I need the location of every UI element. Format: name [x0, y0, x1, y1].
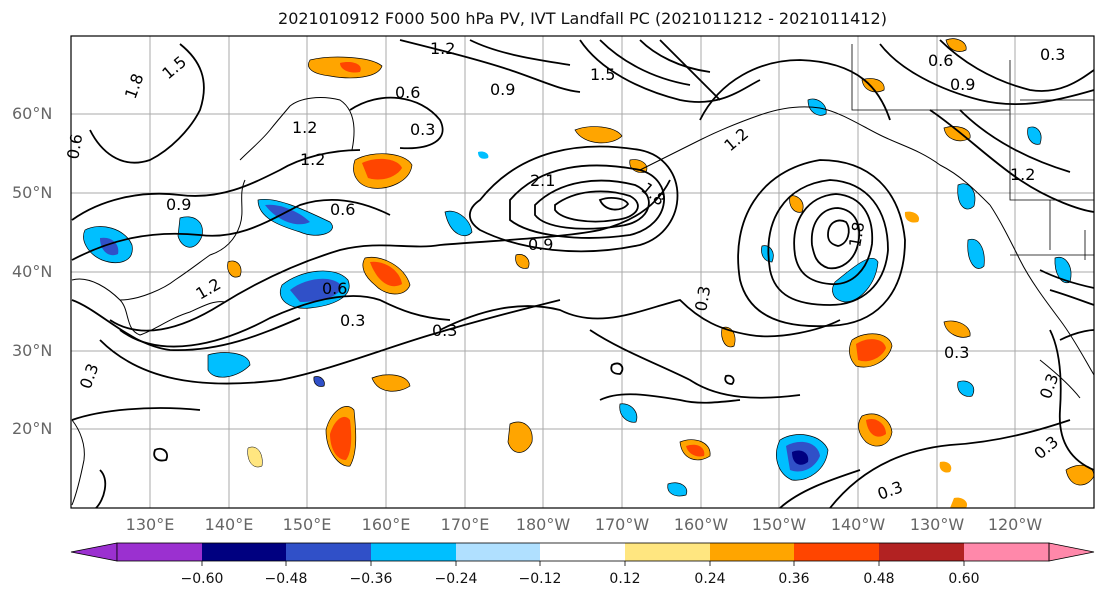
contour-label: 0.9 — [528, 235, 553, 254]
lon-label: 150°E — [282, 515, 332, 534]
colorbar — [70, 542, 1095, 566]
positive-anomalies — [227, 38, 1095, 508]
lat-label: 30°N — [12, 341, 53, 360]
colorbar-tick-label: 0.24 — [694, 571, 726, 587]
contour-label: 1.8 — [845, 220, 868, 248]
coastlines — [71, 97, 1095, 506]
colorbar-swatch — [964, 543, 1049, 561]
colorbar-extend-high — [1048, 542, 1095, 562]
lon-label: 180°W — [515, 515, 571, 534]
colorbar-outline — [116, 542, 1050, 562]
lon-label: 140°E — [204, 515, 254, 534]
contour-label: 1.5 — [590, 65, 615, 84]
contour-label: 1.2 — [430, 39, 455, 58]
lon-label: 140°W — [830, 515, 886, 534]
colorbar-tick-label: −0.12 — [518, 571, 562, 587]
colorbar-tick-label: −0.36 — [349, 571, 393, 587]
colorbar-swatch — [879, 543, 964, 561]
borders — [851, 44, 1094, 260]
pv-contours — [71, 39, 1095, 509]
map-frame — [70, 35, 1095, 509]
lat-label: 40°N — [12, 262, 53, 281]
colorbar-swatch — [794, 543, 879, 561]
colorbar-tick-label: −0.24 — [434, 571, 478, 587]
lon-label: 130°E — [125, 515, 175, 534]
contour-label: 0.9 — [490, 80, 515, 99]
lat-label: 50°N — [12, 183, 53, 202]
contour-label: 0.3 — [944, 343, 969, 362]
colorbar-swatch — [202, 543, 286, 561]
colorbar-extend-low — [70, 542, 118, 562]
lat-label: 20°N — [12, 419, 53, 438]
colorbar-swatch — [286, 543, 371, 561]
contour-label: 0.3 — [410, 120, 435, 139]
contour-label: 1.2 — [300, 150, 325, 169]
colorbar-swatch — [710, 543, 794, 561]
contour-label: 0.6 — [322, 279, 347, 298]
contour-label: 0.6 — [63, 132, 86, 160]
colorbar-tick-label: 0.12 — [609, 571, 641, 587]
contour-label: 0.9 — [166, 195, 191, 214]
contour-label: 0.6 — [330, 200, 355, 219]
colorbar-tick-label: 0.48 — [863, 571, 895, 587]
lon-label: 170°W — [594, 515, 650, 534]
contour-label: 0.3 — [1040, 45, 1065, 64]
contour-label: 1.2 — [292, 118, 317, 137]
colorbar-tick-label: 0.36 — [778, 571, 810, 587]
lon-label: 120°W — [987, 515, 1043, 534]
lon-label: 160°W — [673, 515, 729, 534]
lon-label: 160°E — [361, 515, 411, 534]
contour-label: 0.9 — [950, 75, 975, 94]
lon-label: 150°W — [751, 515, 807, 534]
contour-label: 0.6 — [928, 51, 953, 70]
colorbar-swatch — [540, 543, 625, 561]
colorbar-tick-label: 0.60 — [948, 571, 980, 587]
map-title: 2021010912 F000 500 hPa PV, IVT Landfall… — [278, 9, 887, 28]
contour-label: 1.2 — [1010, 165, 1035, 184]
contour-label: 0.3 — [340, 311, 365, 330]
colorbar-swatch — [456, 543, 540, 561]
lat-label: 60°N — [12, 104, 53, 123]
contour-label: 2.1 — [530, 171, 555, 190]
colorbar-swatch — [625, 543, 710, 561]
lon-label: 130°W — [909, 515, 965, 534]
contour-label: 0.3 — [432, 321, 457, 340]
colorbar-swatch — [117, 543, 202, 561]
lon-label: 170°E — [440, 515, 490, 534]
colorbar-tick-label: −0.48 — [264, 571, 308, 587]
colorbar-swatch — [371, 543, 456, 561]
contour-label: 0.3 — [691, 284, 714, 312]
contour-label: 0.6 — [395, 83, 420, 102]
colorbar-tick-label: −0.60 — [180, 571, 224, 587]
